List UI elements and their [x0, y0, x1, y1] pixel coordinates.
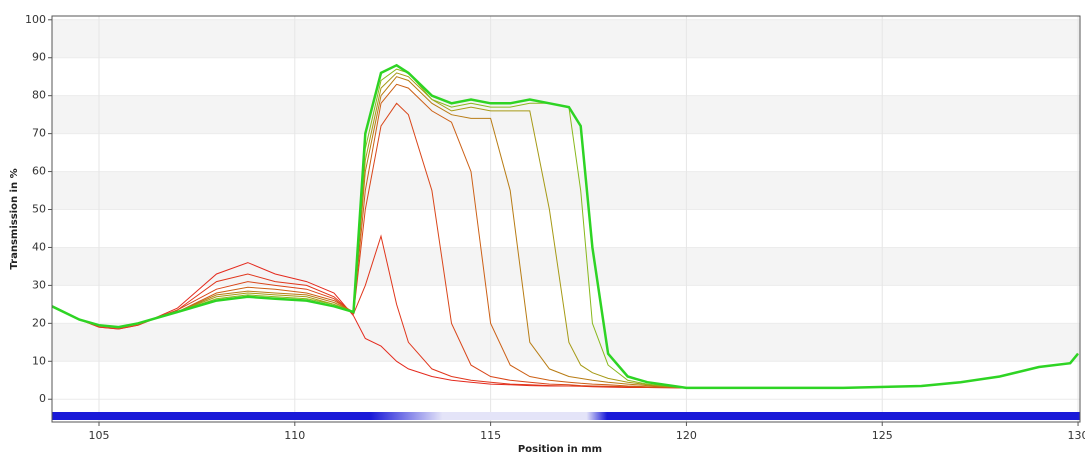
- y-tick-label: 0: [39, 392, 46, 405]
- plot-lines: [52, 63, 1079, 390]
- x-tick-label: 105: [88, 429, 109, 442]
- grid-band: [52, 19, 1080, 58]
- x-tick-label: 115: [480, 429, 501, 442]
- y-tick-label: 40: [32, 240, 46, 253]
- y-axis-title: Transmission in %: [9, 168, 20, 269]
- x-tick-label: 110: [284, 429, 305, 442]
- position-bar: [52, 412, 1080, 420]
- grid-band: [52, 95, 1080, 134]
- plot-frame: [51, 15, 1081, 423]
- x-tick-label: 125: [872, 429, 893, 442]
- x-tick-label: 130: [1068, 429, 1085, 442]
- series-line: [52, 63, 1079, 390]
- y-tick-label: 60: [32, 165, 46, 178]
- y-tick-label: 90: [32, 51, 46, 64]
- y-tick-label: 80: [32, 89, 46, 102]
- y-tick-label: 100: [25, 13, 46, 26]
- x-tick-label: 120: [676, 429, 697, 442]
- y-tick-label: 70: [32, 127, 46, 140]
- y-tick-label: 10: [32, 354, 46, 367]
- grid-band: [52, 247, 1080, 286]
- y-tick-label: 20: [32, 316, 46, 329]
- grid-band: [52, 171, 1080, 210]
- grid-bands: [52, 16, 1080, 422]
- y-tick-label: 30: [32, 278, 46, 291]
- y-tick-label: 50: [32, 203, 46, 216]
- grid-band: [52, 323, 1080, 362]
- x-axis-title: Position in mm: [518, 444, 602, 455]
